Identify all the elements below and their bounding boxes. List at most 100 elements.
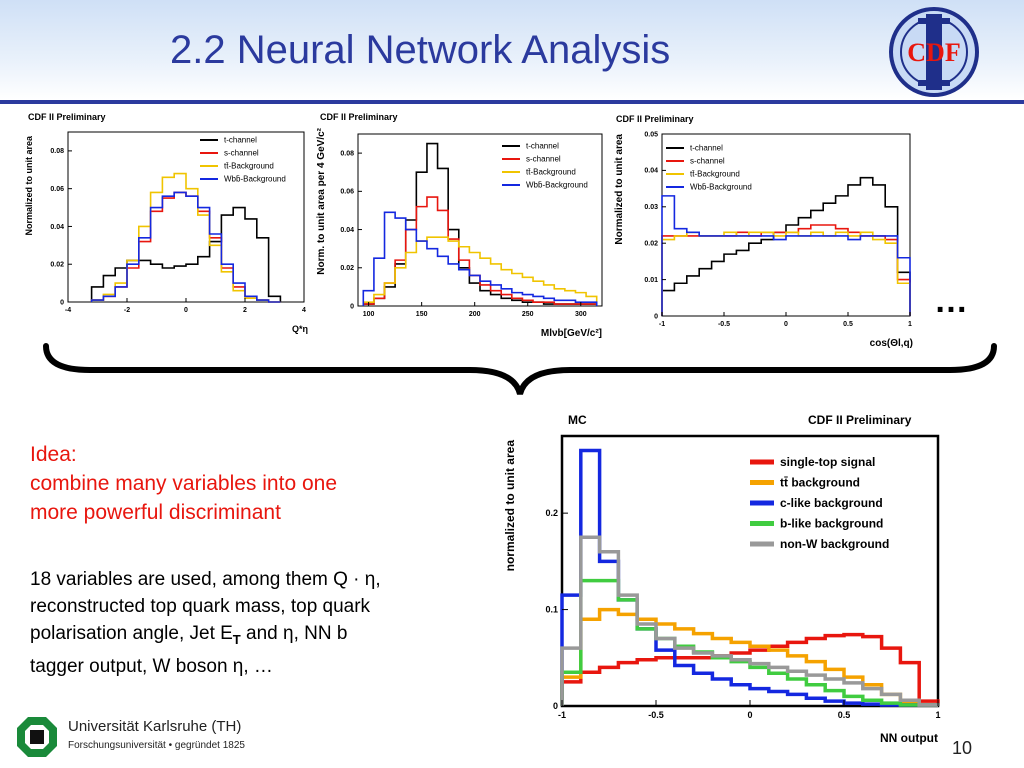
legend-label-1: s-channel [224, 149, 259, 158]
y-tick-label: 0.03 [644, 204, 658, 211]
series-line-3 [661, 195, 911, 316]
plot-cos-theta: CDF II Preliminary -1 -0.5 0 0.5 1 0 0.01 0.02 0.… [614, 114, 913, 349]
plot-q-eta: CDF II Preliminary -4 -2 0 2 4 0 0.02 0.04 0.06 0.… [24, 112, 308, 334]
x-tick-label: -1 [659, 321, 665, 328]
cdf-logo-text: CDF [907, 38, 960, 67]
legend-label-3: Wbb̄-Background [526, 181, 588, 190]
x-tick-label: 200 [469, 311, 481, 318]
y-axis-label: Norm. to unit area per 4 GeV/c² [316, 127, 327, 274]
x-tick-label: 0.5 [838, 710, 851, 720]
series-line-3 [362, 211, 598, 306]
variables-sub-t: T [232, 631, 241, 647]
header-rule [0, 100, 1024, 104]
plot-frame [67, 131, 305, 303]
y-tick-label: 0.01 [644, 277, 658, 284]
y-axis-label: Normalized to unit area [24, 135, 34, 236]
idea-line-2: combine many variables into one [30, 472, 338, 495]
y-tick-label: 0.1 [545, 605, 558, 615]
series-line-4 [560, 535, 940, 707]
curly-brace [43, 343, 997, 395]
x-tick-label: 0 [784, 321, 788, 328]
slide-title: 2.2 Neural Network Analysis [170, 28, 671, 72]
variables-line-2: reconstructed top quark mass, top quark [30, 596, 371, 617]
y-tick-label: 0 [654, 313, 658, 320]
legend-label-2: tt̄-Background [224, 162, 274, 171]
y-tick-label: 0.04 [340, 227, 354, 234]
y-tick-label: 0.02 [340, 265, 354, 272]
y-tick-label: 0.04 [644, 168, 658, 175]
series-line-3 [90, 191, 281, 303]
x-tick-label: 4 [302, 307, 306, 314]
x-tick-label: 0 [747, 710, 752, 720]
variables-line-3b: and η, NN b [240, 623, 348, 644]
x-tick-label: 150 [416, 311, 428, 318]
chart-title: CDF II Preliminary [28, 112, 106, 122]
university-logo [17, 717, 57, 757]
variables-text: 18 variables are used, among them Q · η,… [30, 566, 480, 680]
x-tick-label: 1 [908, 321, 912, 328]
idea-line-1: Idea: [30, 443, 77, 466]
x-tick-label: -0.5 [718, 321, 730, 328]
x-tick-label: 2 [243, 307, 247, 314]
chart-subtitle: MC [568, 413, 587, 427]
legend-label-0: t-channel [690, 144, 723, 153]
x-tick-label: -0.5 [648, 710, 664, 720]
x-axis-label: Mlνb[GeV/c²] [541, 328, 602, 339]
x-tick-label: 0.5 [843, 321, 853, 328]
more-ellipsis: … [934, 282, 970, 320]
x-tick-label: -2 [124, 307, 130, 314]
y-tick-label: 0.05 [644, 131, 658, 138]
legend-label-1: tt̄ background [780, 476, 860, 490]
y-tick-label: 0.04 [50, 224, 64, 231]
variables-line-3a: polarisation angle, Jet E [30, 623, 233, 644]
x-tick-label: -4 [65, 307, 71, 314]
x-tick-label: 0 [184, 307, 188, 314]
x-axis-label: cos(Θl,q) [870, 338, 913, 349]
variables-line-4: tagger output, W boson η, … [30, 655, 273, 677]
legend-label-3: Wbb̄-Background [224, 175, 286, 184]
legend-label-2: c-like background [780, 496, 883, 510]
university-name: Universität Karlsruhe (TH) [68, 718, 242, 735]
plot-top-mass: CDF II Preliminary 100 150 200 250 300 0 0.02 0.… [316, 112, 603, 339]
x-tick-label: 100 [363, 311, 375, 318]
y-tick-label: 0 [60, 299, 64, 306]
x-tick-label: 300 [575, 311, 587, 318]
series-line-2 [362, 236, 598, 306]
series-line-1 [362, 196, 598, 306]
legend-label-1: s-channel [526, 155, 561, 164]
series-line-1 [560, 607, 940, 707]
x-axis-label: Q*η [292, 324, 308, 334]
legend-label-3: Wbb̄-Background [690, 183, 752, 192]
variables-line-1: 18 variables are used, among them Q · η, [30, 569, 381, 590]
x-tick-label: -1 [558, 710, 566, 720]
x-axis-label: NN output [880, 731, 938, 745]
university-subtitle: Forschungsuniversität • gegründet 1825 [68, 740, 245, 751]
legend-label-3: b-like background [780, 517, 883, 531]
series-line-0 [661, 176, 911, 316]
chart-title: CDF II Preliminary [616, 114, 694, 124]
y-tick-label: 0.08 [340, 150, 354, 157]
y-tick-label: 0 [553, 701, 558, 711]
y-axis-label: normalized to unit area [503, 440, 517, 572]
page-number: 10 [952, 738, 973, 758]
chart-title: CDF II Preliminary [808, 413, 912, 427]
chart-title: CDF II Preliminary [320, 112, 398, 122]
y-tick-label: 0 [350, 303, 354, 310]
legend-label-2: tt̄-Background [690, 170, 740, 179]
legend-label-2: tt̄-Background [526, 168, 576, 177]
x-tick-label: 1 [935, 710, 940, 720]
y-axis-label: Normalized to unit area [614, 134, 625, 245]
plot-nn-output: CDF II Preliminary MC -1 -0.5 0 0.5 1 0 0.1 0.2 NN… [503, 413, 941, 745]
legend-label-1: s-channel [690, 157, 725, 166]
header-band [0, 0, 1024, 100]
x-tick-label: 250 [522, 311, 534, 318]
legend-label-0: t-channel [526, 142, 559, 151]
series-line-0 [90, 206, 282, 302]
idea-text: Idea: combine many variables into one mo… [30, 440, 470, 527]
series-line-0 [560, 632, 940, 706]
y-tick-label: 0.2 [545, 508, 558, 518]
variables-line-3: polarisation angle, Jet ET and η, NN b [30, 620, 480, 653]
legend-label-0: single-top signal [780, 455, 875, 469]
y-tick-label: 0.06 [340, 189, 354, 196]
cdf-logo: CDF [889, 7, 979, 97]
